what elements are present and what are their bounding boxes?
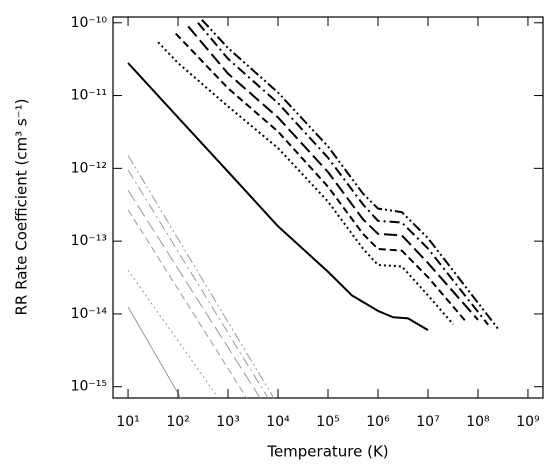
plot-lines [127,19,499,398]
y-tick-label: 10⁻¹² [71,160,107,176]
x-tick-label: 10⁹ [516,414,540,430]
x-tick-label: 10⁸ [466,414,490,430]
series-line [157,41,454,325]
series-line [127,62,429,331]
y-axis-label: RR Rate Coefficient (cm³ s⁻¹) [13,98,31,315]
series-line [127,306,182,398]
x-tick-label: 10³ [216,414,239,430]
x-axis-label: Temperature (K) [266,443,388,461]
y-tick-label: 10⁻¹⁴ [71,306,108,322]
x-tick-label: 10⁷ [416,414,439,430]
y-tick-label: 10⁻¹⁵ [71,379,107,395]
series-line [127,209,248,398]
series-line [127,189,261,398]
series-line [201,19,499,330]
x-tick-label: 10⁴ [266,414,290,430]
x-tick-label: 10⁵ [316,414,339,430]
series-line [127,269,219,398]
series-line [175,32,467,323]
series-line [127,169,269,398]
x-tick-label: 10⁶ [366,414,390,430]
y-tick-label: 10⁻¹³ [71,233,107,249]
x-tick-label: 10¹ [116,414,139,430]
series-line [187,25,479,321]
y-tick-label: 10⁻¹⁰ [71,15,108,31]
y-tick-label: 10⁻¹¹ [71,88,107,104]
x-tick-label: 10² [166,414,189,430]
series-line [127,155,275,398]
series-line [197,22,489,326]
